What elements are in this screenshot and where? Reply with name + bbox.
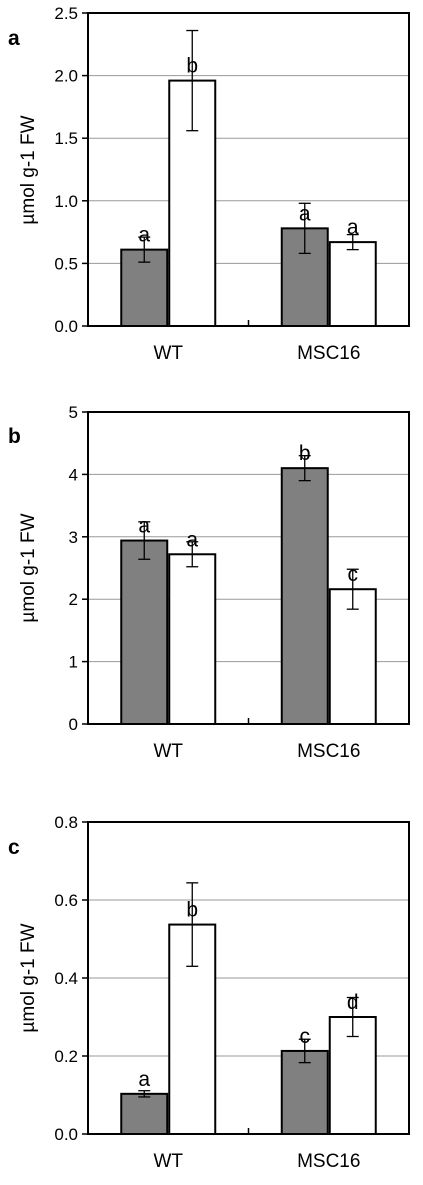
y-tick-label: 0.6 bbox=[54, 891, 78, 910]
category-label: MSC16 bbox=[297, 741, 360, 762]
y-tick-label: 0.5 bbox=[54, 254, 78, 273]
category-label: WT bbox=[153, 1151, 183, 1172]
chart-panel-b: 0 1 2 3 4 5 a a WT b c MSC16 b µmol g-1 FW bbox=[8, 403, 410, 762]
y-tick-label: 0.4 bbox=[54, 969, 78, 988]
significance-letter: a bbox=[138, 224, 150, 247]
y-tick-label: 0.0 bbox=[54, 317, 78, 336]
y-tick-label: 2.0 bbox=[54, 67, 78, 86]
y-axis-label: µmol g-1 FW bbox=[18, 513, 39, 622]
category-label: WT bbox=[153, 741, 183, 762]
y-tick-label: 1 bbox=[69, 653, 78, 672]
y-tick-label: 0.8 bbox=[54, 813, 78, 832]
significance-letter: c bbox=[300, 1025, 311, 1048]
y-axis-label: µmol g-1 FW bbox=[18, 923, 39, 1032]
bar-open-msc16 bbox=[328, 241, 377, 327]
y-tick-label: 3 bbox=[69, 528, 78, 547]
significance-letter: a bbox=[299, 202, 311, 225]
chart-panel-c: 0.0 0.2 0.4 0.6 0.8 a b WT c d MSC16 c µmol g-1 FW bbox=[8, 813, 410, 1172]
category-label: WT bbox=[153, 343, 183, 364]
y-tick-label: 2.5 bbox=[54, 4, 78, 23]
significance-letter: b bbox=[186, 899, 198, 922]
significance-letter: a bbox=[347, 216, 359, 239]
panel-label: c bbox=[8, 836, 20, 859]
significance-letter: a bbox=[186, 528, 198, 551]
bar-filled-msc16 bbox=[280, 467, 329, 725]
category-label: MSC16 bbox=[297, 1151, 360, 1172]
panel-label: b bbox=[8, 425, 21, 448]
significance-letter: a bbox=[138, 515, 150, 538]
significance-letter: c bbox=[348, 563, 359, 586]
bar-filled-msc16 bbox=[280, 1049, 329, 1136]
y-tick-label: 0.2 bbox=[54, 1047, 78, 1066]
significance-letter: d bbox=[347, 991, 359, 1014]
category-label: MSC16 bbox=[297, 343, 360, 364]
y-tick-label: 5 bbox=[69, 403, 78, 422]
significance-letter: b bbox=[186, 55, 198, 78]
chart-panel-a: 0.0 0.5 1.0 1.5 2.0 2.5 a b WT a a MSC16 a µmol g-1 F… bbox=[8, 4, 410, 364]
y-tick-label: 1.5 bbox=[54, 129, 78, 148]
bar-open-msc16 bbox=[328, 1016, 377, 1135]
bar-open-wt bbox=[168, 553, 217, 725]
y-tick-label: 0.0 bbox=[54, 1125, 78, 1144]
y-axis-label: µmol g-1 FW bbox=[18, 115, 39, 224]
bar-filled-wt bbox=[120, 1092, 169, 1135]
significance-letter: b bbox=[299, 442, 311, 465]
panel-label: a bbox=[8, 27, 20, 50]
significance-letter: a bbox=[138, 1068, 150, 1091]
y-tick-label: 1.0 bbox=[54, 192, 78, 211]
y-tick-label: 0 bbox=[69, 715, 78, 734]
bar-filled-wt bbox=[120, 539, 169, 725]
y-tick-label: 4 bbox=[69, 465, 78, 484]
y-tick-label: 2 bbox=[69, 590, 78, 609]
